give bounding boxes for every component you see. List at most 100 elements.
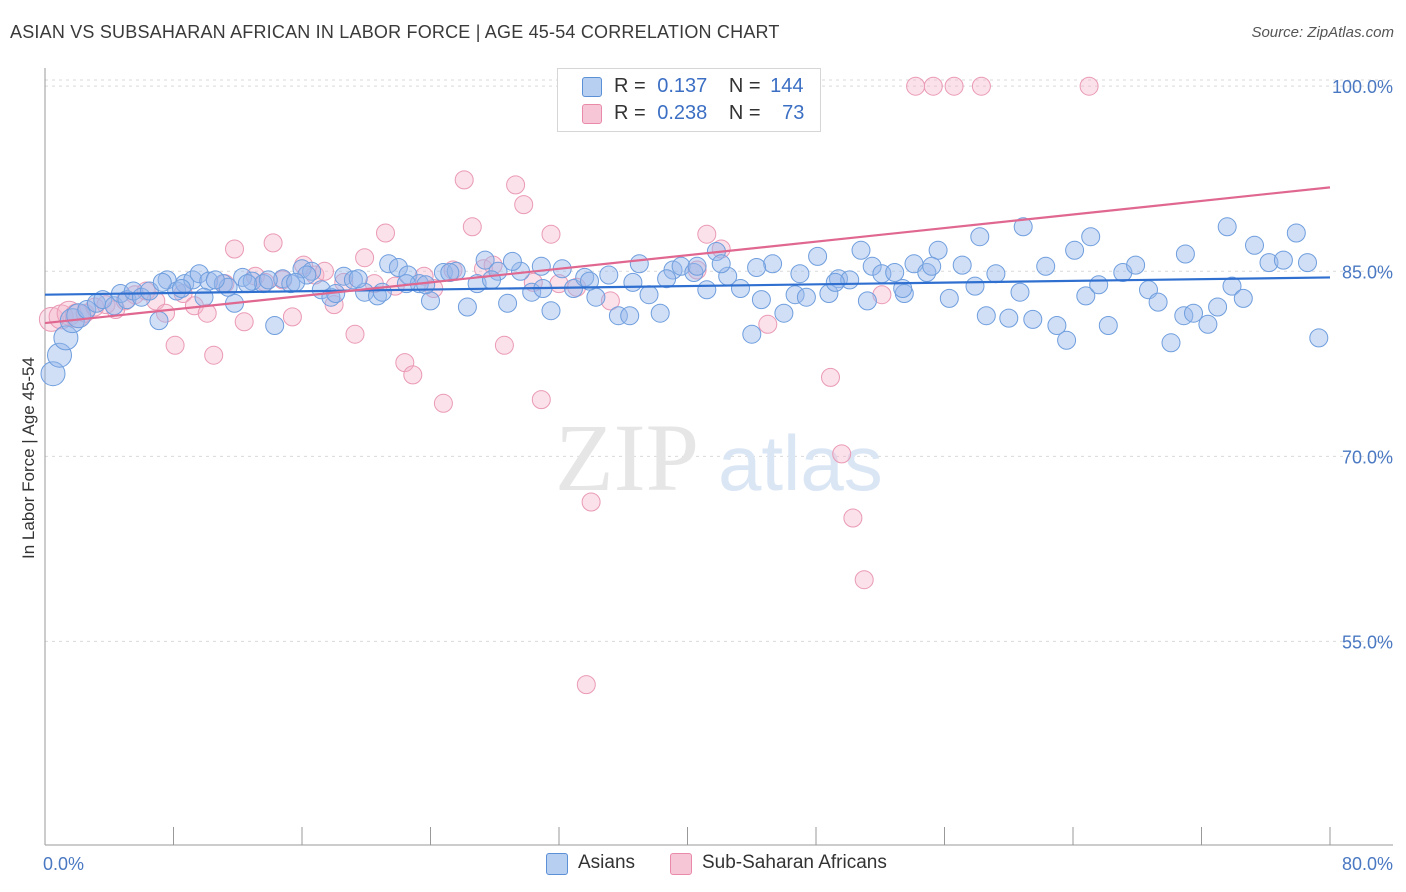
subsaharan-point: [541, 224, 561, 244]
asian-point: [457, 297, 477, 317]
stats-legend: R = 0.137 N = 144 R = 0.238 N = 73: [557, 68, 821, 132]
asian-point: [608, 306, 628, 326]
asian-point: [66, 303, 92, 329]
legend-swatch-asians: [546, 853, 568, 875]
asian-point: [965, 276, 985, 296]
asian-point: [825, 272, 845, 292]
asian-point: [917, 263, 937, 282]
asian-point: [1013, 217, 1033, 237]
asian-point: [440, 263, 460, 282]
asian-point: [167, 281, 187, 301]
legend-label-subsaharan: Sub-Saharan Africans: [702, 852, 887, 873]
asian-point: [1245, 235, 1264, 255]
asian-point: [986, 264, 1006, 284]
subsaharan-point: [96, 295, 116, 315]
asian-point: [1175, 244, 1195, 264]
asian-point: [1217, 217, 1237, 237]
subsaharan-point: [225, 239, 244, 259]
asian-point: [1036, 256, 1056, 276]
asian-point: [421, 291, 440, 311]
asian-point: [379, 254, 399, 274]
asian-point: [1309, 328, 1329, 348]
asian-point: [731, 279, 750, 298]
asian-point: [952, 255, 972, 275]
y-axis-label: In Labor Force | Age 45-54: [19, 357, 38, 559]
n-label: N =: [728, 75, 761, 97]
asian-point: [1126, 255, 1146, 275]
trend-lines: [44, 186, 1331, 325]
subsaharan-point: [282, 307, 302, 327]
n-label: N =: [728, 102, 761, 124]
asian-point: [1273, 250, 1293, 270]
asian-point: [531, 256, 551, 276]
asian-point: [808, 246, 828, 266]
asian-point: [928, 240, 948, 260]
asian-point: [657, 269, 677, 289]
asian-point: [265, 316, 285, 335]
asian-point: [586, 287, 606, 307]
legend-swatch-subsaharan: [582, 104, 602, 124]
asian-point: [580, 271, 599, 291]
subsaharan-point: [494, 335, 514, 355]
subsaharan-point: [832, 444, 852, 464]
asian-point: [790, 264, 810, 284]
asian-point: [482, 270, 501, 290]
legend-label-asians: Asians: [578, 852, 636, 873]
asian-point: [629, 254, 649, 274]
asian-point: [939, 288, 959, 308]
asian-point: [857, 291, 877, 311]
subsaharan-trend-line: [44, 186, 1331, 325]
asian-point: [639, 285, 659, 305]
subsaharan-point: [758, 314, 778, 334]
r-value: 0.137: [657, 75, 708, 97]
asian-point: [498, 293, 518, 313]
asian-point: [1010, 282, 1030, 302]
asian-point: [687, 256, 707, 276]
asian-point: [475, 250, 495, 270]
asian-point: [885, 263, 905, 282]
subsaharan-point: [355, 248, 375, 268]
asian-trend-line: [44, 276, 1331, 296]
asian-point: [1098, 316, 1118, 335]
asian-point: [348, 269, 368, 289]
subsaharan-point: [923, 76, 943, 96]
subsaharan-point: [462, 217, 482, 237]
asian-point: [1081, 227, 1101, 247]
asian-point: [922, 256, 942, 276]
asian-point: [1023, 309, 1043, 329]
asian-point: [297, 265, 317, 285]
x-tick-label: 0.0%: [43, 854, 84, 874]
asian-point: [1148, 292, 1168, 312]
subsaharan-point: [971, 76, 991, 96]
subsaharan-point: [600, 291, 620, 311]
subsaharan-point: [531, 390, 551, 410]
asian-point: [334, 266, 354, 286]
asian-point: [1184, 303, 1203, 323]
asian-point: [1233, 288, 1253, 308]
asian-point: [149, 311, 169, 331]
r-label: R =: [614, 75, 646, 97]
asian-point: [258, 270, 278, 290]
asian-point: [711, 254, 731, 274]
series-subsaharan-points: [38, 76, 1099, 695]
asian-point: [53, 325, 79, 351]
subsaharan-point: [156, 303, 175, 323]
asian-point: [502, 251, 522, 271]
asian-point: [286, 272, 306, 292]
subsaharan-point: [433, 393, 453, 413]
asian-point: [862, 256, 882, 276]
asian-point: [242, 271, 262, 291]
subsaharan-point: [843, 508, 863, 528]
asian-point: [774, 303, 794, 323]
subsaharan-point: [403, 365, 423, 385]
gridlines: [45, 79, 1393, 642]
asian-point: [671, 256, 691, 276]
r-label: R =: [614, 102, 646, 124]
source-credit: Source: ZipAtlas.com: [1251, 24, 1394, 41]
subsaharan-point: [711, 239, 731, 259]
n-value: 144: [770, 75, 804, 97]
subsaharan-point: [581, 492, 601, 512]
asian-point: [1259, 253, 1279, 273]
asian-point: [697, 280, 717, 300]
